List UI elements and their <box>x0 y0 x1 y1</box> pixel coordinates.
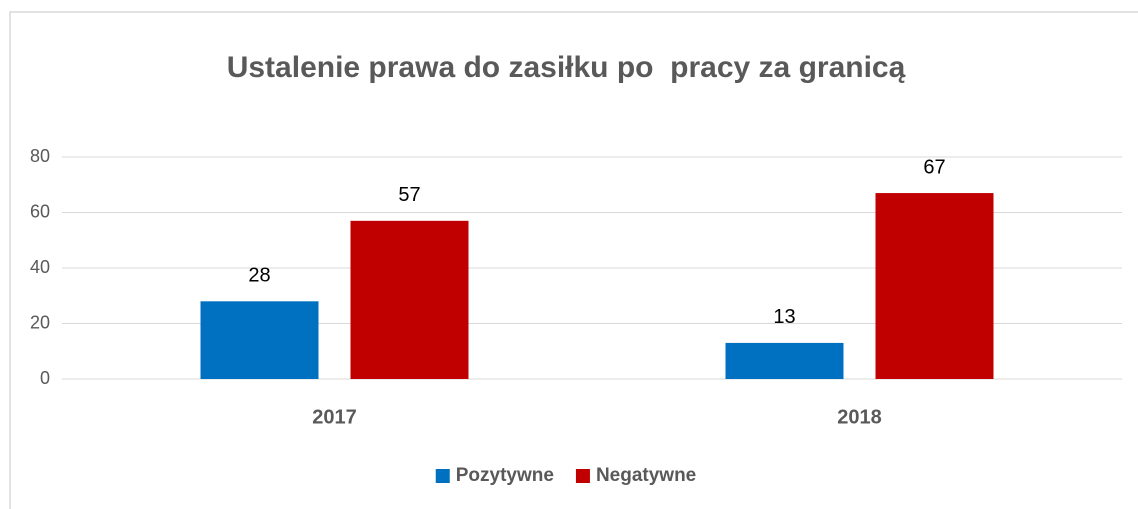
x-tick-label: 2018 <box>837 406 882 428</box>
x-tick-label: 2017 <box>312 406 357 428</box>
bar <box>875 193 994 379</box>
bar <box>350 220 469 379</box>
data-label: 28 <box>248 265 270 287</box>
bar <box>200 301 319 379</box>
data-label: 57 <box>398 184 420 206</box>
data-label: 13 <box>773 306 795 328</box>
y-tick-label: 60 <box>30 201 50 221</box>
y-tick-label: 40 <box>30 257 50 277</box>
legend-label: Pozytywne <box>456 465 554 486</box>
chart-title: Ustalenie prawa do zasiłku po pracy za g… <box>227 51 906 84</box>
bar <box>725 342 844 379</box>
y-tick-label: 80 <box>30 146 50 166</box>
data-label: 67 <box>923 156 945 178</box>
legend-swatch <box>575 469 590 483</box>
legend-label: Negatywne <box>596 465 696 486</box>
legend-swatch <box>435 469 450 483</box>
y-tick-label: 0 <box>40 368 50 388</box>
y-tick-label: 20 <box>30 312 50 332</box>
